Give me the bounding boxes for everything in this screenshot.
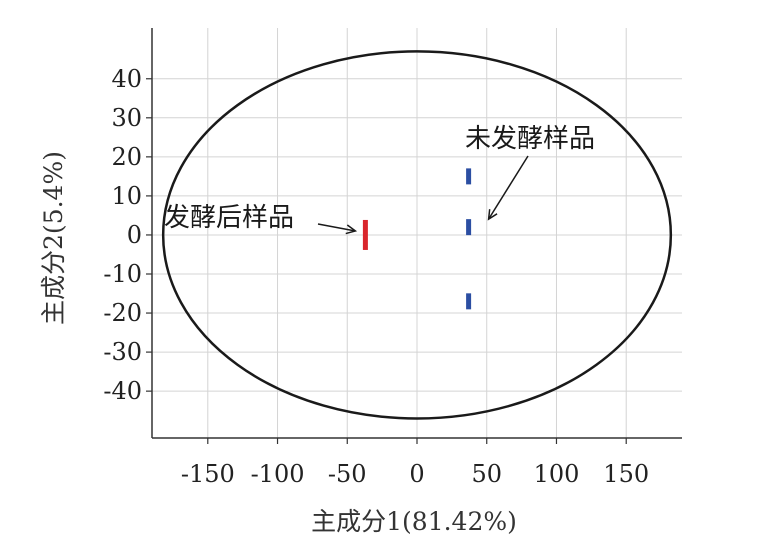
x-tick-label-0: -150 (181, 460, 235, 488)
y-tick-label-3: 10 (111, 182, 142, 210)
y-axis-label: 主成分2(5.4%) (39, 151, 68, 325)
annotation-unfermented-label: 未发酵样品 (465, 124, 595, 154)
y-tick-label-7: -30 (103, 338, 142, 366)
y-tick-label-6: -20 (103, 299, 142, 327)
y-tick-label-5: -10 (103, 260, 142, 288)
x-axis-ticks: -150 -100 -50 0 50 100 150 (181, 438, 649, 488)
annotation-fermented-arrowhead (345, 224, 358, 235)
y-tick-label-4: 0 (127, 221, 142, 249)
data-point-1-0 (466, 168, 472, 185)
x-tick-label-5: 100 (534, 460, 580, 488)
annotation-unfermented-arrow (487, 155, 529, 220)
y-tick-label-8: -40 (103, 377, 142, 405)
data-point-0-0 (362, 219, 368, 250)
x-tick-label-4: 50 (471, 460, 502, 488)
data-points (362, 168, 472, 310)
annotation-fermented-arrow (317, 223, 356, 232)
x-tick-label-3: 0 (409, 460, 424, 488)
y-tick-label-2: 20 (111, 143, 142, 171)
annotation-unfermented-arrowhead (487, 209, 498, 221)
y-axis-ticks: 40 30 20 10 0 -10 -20 -30 -40 (103, 65, 152, 405)
data-point-1-1 (466, 219, 472, 236)
y-tick-label-0: 40 (111, 65, 142, 93)
x-tick-label-1: -100 (251, 460, 305, 488)
confidence-ellipse (161, 50, 673, 420)
x-tick-label-6: 150 (603, 460, 649, 488)
annotations: 发酵后样品 未发酵样品 (164, 124, 595, 235)
x-axis-label: 主成分1(81.42%) (311, 507, 517, 536)
y-tick-label-1: 30 (111, 104, 142, 132)
data-point-1-2 (466, 293, 472, 310)
x-tick-label-2: -50 (328, 460, 367, 488)
grid-lines (152, 28, 682, 438)
annotation-fermented-label: 发酵后样品 (164, 203, 294, 233)
